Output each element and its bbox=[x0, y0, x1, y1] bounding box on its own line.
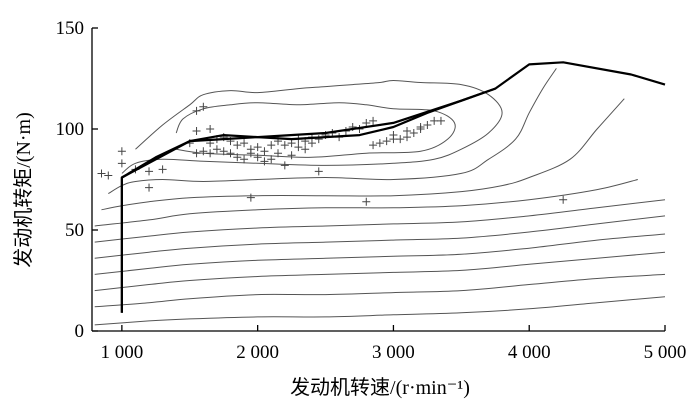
axes bbox=[91, 27, 666, 332]
optimal-curve bbox=[120, 87, 496, 313]
operating-point bbox=[240, 155, 249, 164]
tick-labels: 1 000 2 000 3 000 4 000 5 000 0 50 100 150 bbox=[56, 18, 687, 363]
efficiency-contour-5 bbox=[94, 215, 666, 259]
operating-point bbox=[382, 137, 391, 146]
operating-point bbox=[145, 167, 154, 176]
operating-point bbox=[145, 183, 154, 192]
operating-point bbox=[294, 143, 303, 152]
operating-point bbox=[307, 139, 316, 148]
operating-point bbox=[192, 149, 201, 158]
operating-point bbox=[117, 147, 126, 156]
operating-point bbox=[267, 155, 276, 164]
x-tick-label: 4 000 bbox=[508, 342, 551, 363]
operating-point bbox=[219, 147, 228, 156]
operating-point bbox=[199, 102, 208, 111]
operating-point bbox=[192, 106, 201, 115]
torque-curves bbox=[120, 61, 666, 313]
operating-point bbox=[362, 197, 371, 206]
operating-point bbox=[314, 167, 323, 176]
max-torque-curve bbox=[120, 61, 666, 313]
operating-point bbox=[192, 127, 201, 136]
operating-point bbox=[158, 165, 167, 174]
efficiency-contours bbox=[94, 68, 666, 326]
x-tick-label: 1 000 bbox=[100, 342, 143, 363]
efficiency-contour-1 bbox=[94, 296, 666, 326]
x-tick-label: 5 000 bbox=[644, 342, 687, 363]
operating-point bbox=[389, 131, 398, 140]
efficiency-contour-3 bbox=[94, 251, 666, 292]
operating-point bbox=[396, 135, 405, 144]
operating-point bbox=[274, 149, 283, 158]
efficiency-contour-7 bbox=[94, 179, 638, 227]
operating-point bbox=[246, 193, 255, 202]
operating-point bbox=[369, 141, 378, 150]
operating-point bbox=[117, 159, 126, 168]
y-tick-label: 100 bbox=[56, 119, 85, 140]
operating-point bbox=[233, 141, 242, 150]
operating-point bbox=[301, 145, 310, 154]
operating-point bbox=[267, 141, 276, 150]
operating-point bbox=[226, 149, 235, 158]
y-tick-label: 0 bbox=[75, 321, 85, 342]
operating-point bbox=[260, 157, 269, 166]
operating-point bbox=[97, 169, 106, 178]
operating-point bbox=[233, 153, 242, 162]
y-tick-label: 150 bbox=[56, 18, 85, 39]
operating-point bbox=[240, 139, 249, 148]
efficiency-contour-10 bbox=[121, 79, 503, 174]
operating-point bbox=[287, 151, 296, 160]
operating-point bbox=[436, 116, 445, 125]
operating-point bbox=[375, 139, 384, 148]
efficiency-contour-2 bbox=[94, 273, 666, 308]
operating-point bbox=[362, 118, 371, 127]
operating-point bbox=[430, 116, 439, 125]
x-tick-label: 2 000 bbox=[236, 342, 279, 363]
efficiency-contour-4 bbox=[94, 233, 666, 275]
operating-point bbox=[260, 147, 269, 156]
operating-point bbox=[280, 161, 289, 170]
y-tick-label: 50 bbox=[65, 220, 84, 241]
operating-point bbox=[206, 149, 215, 158]
operating-point bbox=[212, 145, 221, 154]
operating-point bbox=[559, 195, 568, 204]
operating-point bbox=[423, 120, 432, 129]
efficiency-contour-6 bbox=[94, 199, 666, 243]
operating-point bbox=[199, 147, 208, 156]
operating-point bbox=[403, 127, 412, 136]
operating-point bbox=[287, 139, 296, 148]
operating-point bbox=[253, 143, 262, 152]
operating-point bbox=[206, 125, 215, 133]
operating-point bbox=[409, 129, 418, 138]
efficiency-contour-8 bbox=[101, 98, 625, 211]
y-axis-label: 发动机转矩/(N·m) bbox=[12, 112, 35, 268]
operating-point bbox=[416, 122, 425, 131]
x-axis-label: 发动机转速/(r·min⁻¹) bbox=[290, 376, 470, 399]
operating-point bbox=[253, 153, 262, 162]
efficiency-contour-11 bbox=[175, 102, 456, 158]
operating-point bbox=[280, 141, 289, 150]
efficiency-contour-9 bbox=[108, 68, 557, 195]
x-tick-label: 3 000 bbox=[372, 342, 415, 363]
operating-point bbox=[246, 149, 255, 158]
operating-point bbox=[104, 171, 113, 180]
operating-point bbox=[369, 116, 378, 125]
